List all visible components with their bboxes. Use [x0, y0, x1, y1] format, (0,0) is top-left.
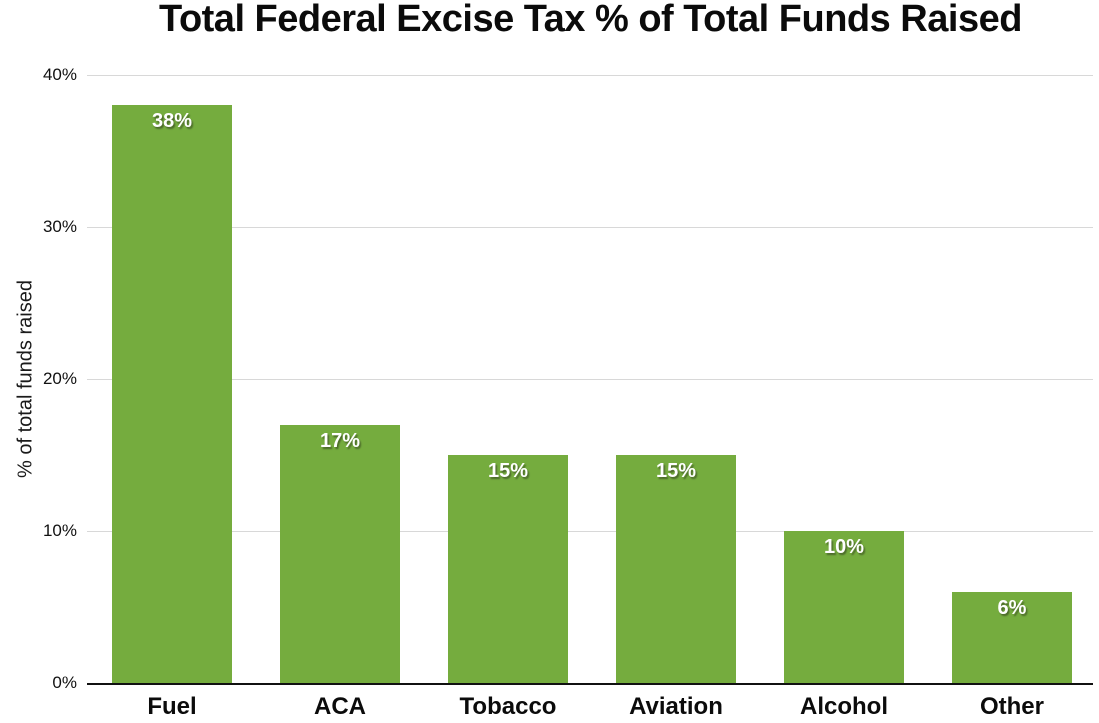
chart-title: Total Federal Excise Tax % of Total Fund…	[159, 0, 1022, 40]
gridline	[87, 75, 1093, 76]
y-tick-label: 30%	[42, 217, 77, 236]
bar-value-label: 17%	[319, 429, 361, 452]
gridline	[87, 379, 1093, 380]
bar-value-label: 38%	[151, 110, 193, 133]
gridline	[87, 227, 1093, 228]
x-axis-label-aca: ACA	[314, 693, 366, 720]
x-axis-label-aviation: Aviation	[629, 693, 723, 720]
x-axis-label-tobacco: Tobacco	[459, 693, 557, 720]
bar-aca: 17%	[280, 424, 400, 683]
bar-value-label: 10%	[823, 536, 865, 558]
bar-fuel: 38%	[112, 105, 232, 683]
x-axis-label-other: Other	[979, 693, 1044, 720]
bar-value-label: 6%	[997, 596, 1027, 619]
gridline	[87, 531, 1093, 532]
y-tick-label: 10%	[42, 521, 77, 540]
x-axis-label-alcohol: Alcohol	[800, 693, 888, 720]
y-tick-label: 40%	[42, 65, 77, 84]
bar-aviation: 15%	[616, 455, 736, 683]
bar-other: 6%	[952, 591, 1072, 683]
y-tick-label: 20%	[42, 369, 77, 388]
bar-tobacco: 15%	[448, 455, 568, 683]
y-tick-label: 0%	[52, 673, 77, 692]
bar-value-label: 15%	[655, 460, 697, 482]
x-axis-label-fuel: Fuel	[147, 693, 197, 720]
bar-value-label: 15%	[487, 460, 529, 482]
plot-area: 0% 10% 20% 30% 40% 38% Fuel 17% ACA 15% Tobacco 15%…	[43, 66, 1093, 720]
bar-alcohol: 10%	[784, 531, 904, 683]
